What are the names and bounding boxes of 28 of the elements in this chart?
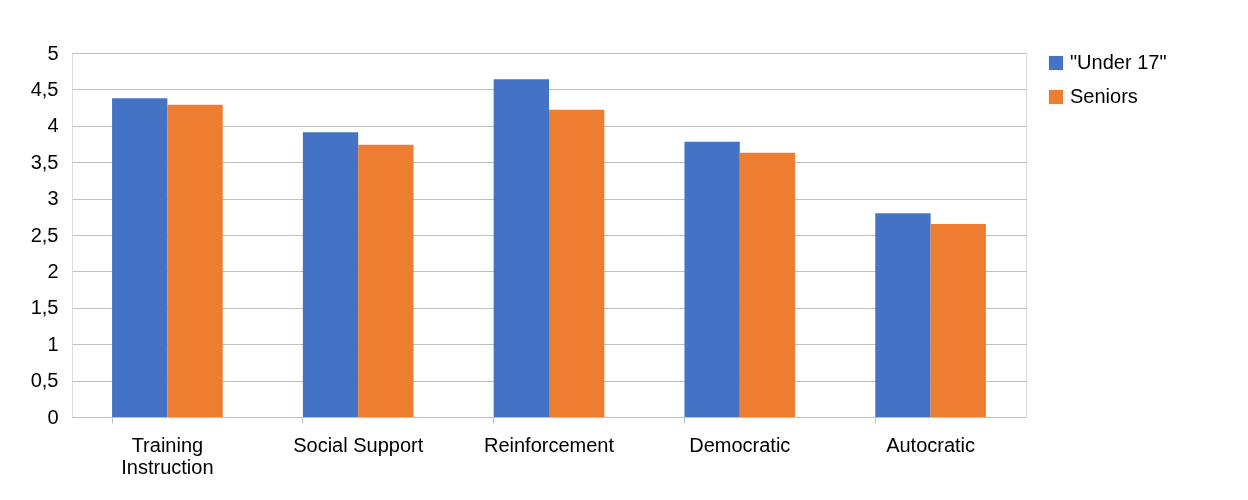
bar <box>739 152 796 417</box>
y-tick-label: 4,5 <box>30 77 59 100</box>
y-tick-label: 1,5 <box>30 296 59 319</box>
bar <box>930 224 986 417</box>
bar <box>875 213 931 417</box>
y-tick-label: 3 <box>47 187 59 210</box>
y-tick-label: 4 <box>47 114 59 137</box>
bar <box>358 144 414 417</box>
y-tick-label: 0 <box>47 405 59 428</box>
bar <box>302 132 359 417</box>
y-tick-label: 3,5 <box>30 150 59 173</box>
y-tick-label: 2 <box>47 259 59 282</box>
x-tick-label: Reinforcement <box>483 433 615 456</box>
x-tick-label: Training Instruction <box>121 433 214 478</box>
legend-label: Seniors <box>1070 85 1138 107</box>
y-tick-label: 1 <box>47 332 59 355</box>
x-tick-label: Autocratic <box>886 433 976 456</box>
bar <box>684 141 740 417</box>
bar <box>167 104 223 417</box>
bar <box>549 109 605 417</box>
x-tick-label: Democratic <box>689 433 791 456</box>
bar <box>493 79 549 417</box>
bar <box>112 98 168 417</box>
y-tick-label: 2,5 <box>30 223 59 246</box>
y-tick-label: 0,5 <box>30 369 59 392</box>
x-tick-label: Social Support <box>293 433 424 456</box>
legend-label: "Under 17" <box>1070 51 1167 73</box>
y-tick-label: 5 <box>47 41 59 64</box>
